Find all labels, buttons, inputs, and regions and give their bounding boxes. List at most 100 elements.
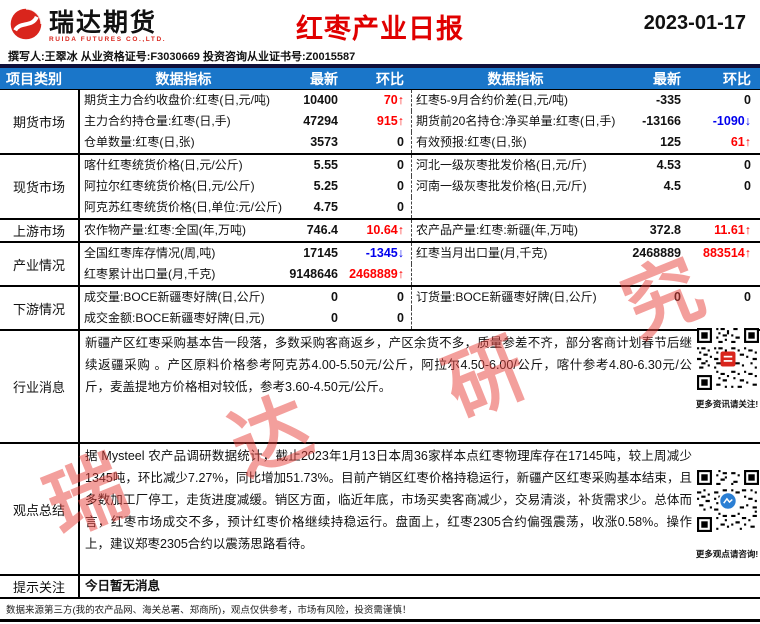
author-byline: 撰写人:王翠冰 从业资格证号:F3030669 投资咨询从业证书号:Z00155… — [8, 51, 356, 63]
indicator-cell: 主力合约持仓量:红枣(日,手) — [84, 114, 231, 128]
latest-cell: -13166 — [642, 114, 681, 128]
ruida-logo-icon — [8, 6, 44, 47]
company-logo: 瑞达期货 RUIDA FUTURES CO.,LTD. — [8, 6, 166, 47]
latest-cell: 5.55 — [313, 158, 338, 172]
chg-cell: 10.64↑ — [366, 223, 404, 237]
indicator-cell: 阿拉尔红枣统货价格(日,元/公斤) — [84, 179, 255, 193]
indicator-cell: 农产品产量:红枣:新疆(年,万吨) — [411, 220, 616, 241]
chg-cell: 0 — [744, 158, 751, 172]
table-row: 阿拉尔红枣统货价格(日,元/公斤) 5.25 0 河南一级灰枣批发价格(日,元/… — [80, 176, 760, 197]
latest-cell: 9148646 — [289, 267, 338, 281]
indicator-cell — [411, 308, 616, 329]
indicator-cell: 订货量:BOCE新疆枣好牌(日,公斤) — [411, 287, 616, 308]
col-header-category: 项目类别 — [6, 71, 62, 87]
indicator-cell — [411, 197, 616, 218]
indicator-cell — [411, 264, 616, 285]
section-futures-market: 期货市场 期货主力合约收盘价:红枣(日,元/吨) 10400 70↑ 红枣5-9… — [0, 90, 760, 155]
chg-cell: 0 — [397, 179, 404, 193]
opinion-summary-text: 据 Mysteel 农产品调研数据统计，截止2023年1月13日本周36家样本点… — [85, 449, 692, 551]
latest-cell: 10400 — [303, 93, 338, 107]
table-row: 期货主力合约收盘价:红枣(日,元/吨) 10400 70↑ 红枣5-9月合约价差… — [80, 90, 760, 111]
qr-opinion-caption: 更多观点请咨询! — [695, 549, 759, 559]
section-label: 行业消息 — [0, 331, 80, 442]
bottom-divider — [0, 619, 760, 622]
chg-cell: 2468889↑ — [349, 267, 404, 281]
table-row: 红枣累计出口量(月,千克) 9148646 2468889↑ — [80, 264, 760, 285]
latest-cell: 125 — [660, 135, 681, 149]
chg-cell: 61↑ — [730, 135, 751, 149]
col-header-chg-l: 环比 — [376, 71, 404, 87]
chg-cell — [688, 197, 758, 218]
table-row: 成交量:BOCE新疆枣好牌(日,公斤) 0 0 订货量:BOCE新疆枣好牌(日,… — [80, 287, 760, 308]
disclaimer-text: 数据来源第三方(我的农产品网、海关总署、郑商所)，观点仅供参考，市场有风险，投资… — [6, 605, 412, 616]
indicator-cell: 全国红枣库存情况(周,吨) — [84, 246, 216, 260]
qr-code-opinion-icon — [697, 470, 759, 532]
notice-text: 今日暂无消息 — [85, 579, 161, 593]
latest-cell: 0 — [331, 290, 338, 304]
chg-cell: 0 — [744, 93, 751, 107]
table-row: 主力合约持仓量:红枣(日,手) 47294 915↑ 期货前20名持仓:净买单量… — [80, 111, 760, 132]
table-row: 仓单数量:红枣(日,张) 3573 0 有效预报:红枣(日,张) 125 61↑ — [80, 132, 760, 153]
latest-cell — [616, 264, 688, 285]
chg-cell: 0 — [744, 179, 751, 193]
chg-cell: -1090↓ — [712, 114, 751, 128]
chg-cell: 0 — [397, 290, 404, 304]
chg-cell: -1345↓ — [365, 246, 404, 260]
section-label: 上游市场 — [0, 220, 80, 241]
chg-cell: 0 — [397, 158, 404, 172]
chg-cell: 11.61↑ — [714, 223, 751, 237]
indicator-cell: 成交量:BOCE新疆枣好牌(日,公斤) — [84, 290, 265, 304]
data-table: 项目类别 数据指标 最新 环比 数据指标 最新 环比 期货市场 期货主力合约收盘… — [0, 68, 760, 599]
report-header: 瑞达期货 RUIDA FUTURES CO.,LTD. 红枣产业日报 2023-… — [0, 0, 760, 46]
section-opinion-summary: 观点总结 据 Mysteel 农产品调研数据统计，截止2023年1月13日本周3… — [0, 444, 760, 576]
chg-cell — [688, 264, 758, 285]
report-footer: 数据来源第三方(我的农产品网、海关总署、郑商所)，观点仅供参考，市场有风险，投资… — [0, 599, 760, 622]
chg-cell: 0 — [397, 311, 404, 325]
latest-cell: 4.5 — [663, 179, 681, 193]
section-label: 提示关注 — [0, 576, 80, 597]
page-title: 红枣产业日报 — [296, 14, 464, 44]
indicator-cell: 红枣累计出口量(月,千克) — [84, 267, 216, 281]
indicator-cell: 仓单数量:红枣(日,张) — [84, 135, 195, 149]
col-header-indicator-l: 数据指标 — [155, 71, 212, 87]
indicator-cell: 喀什红枣统货价格(日,元/公斤) — [84, 158, 243, 172]
section-spot-market: 现货市场 喀什红枣统货价格(日,元/公斤) 5.55 0 河北一级灰枣批发价格(… — [0, 155, 760, 220]
table-header-row: 项目类别 数据指标 最新 环比 数据指标 最新 环比 — [0, 68, 760, 90]
indicator-cell: 河南一级灰枣批发价格(日,元/斤) — [411, 176, 616, 197]
latest-cell: 0 — [674, 290, 681, 304]
section-label: 产业情况 — [0, 243, 80, 285]
latest-cell: 47294 — [303, 114, 338, 128]
industry-news-text: 新疆产区红枣采购基本告一段落，多数采购客商返乡，产区余货不多，质量参差不齐，部分… — [85, 336, 692, 394]
indicator-cell: 阿克苏红枣统货价格(日,单位:元/公斤) — [84, 200, 282, 214]
latest-cell: 746.4 — [306, 223, 338, 237]
latest-cell: 2468889 — [632, 246, 681, 260]
latest-cell: 0 — [331, 311, 338, 325]
section-industry-news: 行业消息 新疆产区红枣采购基本告一段落，多数采购客商返乡，产区余货不多，质量参差… — [0, 331, 760, 444]
chg-cell: 0 — [744, 290, 751, 304]
section-downstream-status: 下游情况 成交量:BOCE新疆枣好牌(日,公斤) 0 0 订货量:BOCE新疆枣… — [0, 287, 760, 331]
indicator-cell: 河北一级灰枣批发价格(日,元/斤) — [411, 155, 616, 176]
col-header-latest-l: 最新 — [310, 71, 338, 87]
col-header-chg-r: 环比 — [723, 71, 751, 87]
latest-cell: -335 — [655, 93, 681, 107]
latest-cell: 3573 — [310, 135, 338, 149]
section-label: 下游情况 — [0, 287, 80, 329]
chg-cell: 0 — [397, 200, 404, 214]
report-date: 2023-01-17 — [643, 12, 746, 34]
latest-cell: 372.8 — [649, 223, 681, 237]
qr-news-caption: 更多资讯请关注! — [695, 399, 759, 409]
latest-cell — [616, 197, 688, 218]
brand-name-cn: 瑞达期货 — [49, 8, 158, 37]
section-label: 现货市场 — [0, 155, 80, 218]
chg-cell: 915↑ — [376, 114, 404, 128]
indicator-cell: 期货前20名持仓:净买单量:红枣(日,手) — [411, 111, 616, 132]
table-row: 全国红枣库存情况(周,吨) 17145 -1345↓ 红枣当月出口量(月,千克)… — [80, 243, 760, 264]
chg-cell — [688, 308, 758, 329]
brand-text: 瑞达期货 RUIDA FUTURES CO.,LTD. — [49, 10, 166, 44]
indicator-cell: 有效预报:红枣(日,张) — [411, 132, 616, 153]
indicator-cell: 红枣当月出口量(月,千克) — [411, 243, 616, 264]
table-row: 喀什红枣统货价格(日,元/公斤) 5.55 0 河北一级灰枣批发价格(日,元/斤… — [80, 155, 760, 176]
section-upstream-market: 上游市场 农作物产量:红枣:全国(年,万吨) 746.4 10.64↑ 农产品产… — [0, 220, 760, 243]
col-header-latest-r: 最新 — [653, 71, 681, 87]
chg-cell: 0 — [397, 135, 404, 149]
